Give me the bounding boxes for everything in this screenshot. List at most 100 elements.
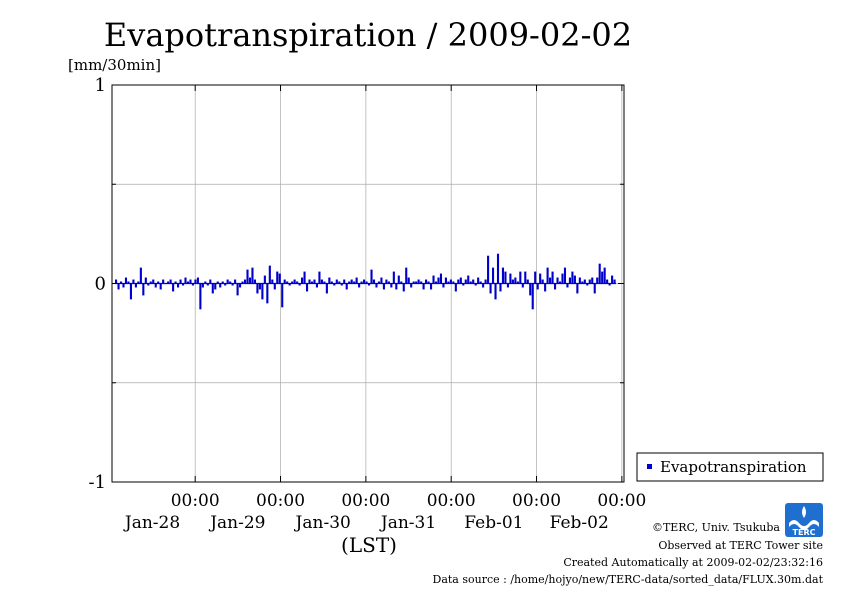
- bar: [514, 277, 517, 284]
- x-tick-time-label: 00:00: [341, 491, 390, 511]
- bar: [578, 277, 581, 284]
- bar: [283, 279, 286, 284]
- bar: [231, 283, 234, 286]
- bar: [181, 283, 185, 286]
- bar: [325, 283, 328, 294]
- x-tick-time-label: 00:00: [171, 491, 220, 511]
- bar: [561, 273, 564, 284]
- bar: [541, 279, 544, 284]
- bar: [539, 273, 542, 284]
- bar: [482, 283, 485, 288]
- bar: [348, 281, 351, 284]
- bar: [154, 283, 157, 288]
- x-tick-time-label: 00:00: [256, 491, 305, 511]
- bar: [358, 283, 361, 288]
- bar: [516, 281, 519, 284]
- bar: [529, 283, 532, 296]
- x-tick-time-label: 00:00: [512, 491, 561, 511]
- bar: [248, 277, 252, 284]
- bar: [588, 279, 591, 284]
- bar: [437, 277, 440, 284]
- bar: [234, 279, 237, 284]
- bar: [229, 281, 232, 284]
- bar: [452, 281, 455, 284]
- bar: [454, 283, 457, 292]
- bar: [328, 277, 331, 284]
- bar: [323, 281, 326, 284]
- bar: [127, 281, 130, 284]
- bar: [363, 279, 366, 284]
- bar: [298, 283, 301, 286]
- bar: [402, 283, 405, 292]
- bar: [598, 263, 601, 284]
- axis-ticks: [112, 84, 624, 483]
- bar: [360, 281, 363, 284]
- bar: [407, 277, 410, 284]
- bar: [263, 275, 266, 284]
- bar: [563, 267, 567, 284]
- bar: [395, 283, 398, 290]
- bar: [429, 283, 433, 290]
- droplet-icon: [802, 506, 806, 518]
- bar: [224, 283, 227, 286]
- bar: [256, 283, 259, 294]
- bar: [608, 283, 611, 286]
- bar: [335, 279, 338, 284]
- bar: [439, 273, 443, 284]
- bar: [137, 281, 140, 284]
- bar: [397, 275, 400, 284]
- bar: [273, 283, 276, 290]
- bar: [601, 271, 604, 284]
- bar: [338, 281, 341, 284]
- bar: [487, 255, 490, 284]
- bar: [420, 281, 423, 284]
- bar: [484, 279, 487, 284]
- bar: [469, 281, 472, 284]
- bar: [219, 283, 222, 288]
- bar: [184, 277, 187, 284]
- bar: [286, 281, 289, 284]
- x-tick-date-label: Jan-30: [294, 513, 351, 533]
- bar: [427, 281, 430, 284]
- bar: [172, 283, 175, 292]
- bar: [196, 277, 199, 284]
- bar: [318, 271, 321, 284]
- bar: [305, 283, 309, 292]
- bar: [214, 283, 217, 290]
- bar: [243, 279, 247, 284]
- bar: [296, 281, 299, 284]
- bar: [281, 283, 284, 308]
- bar: [239, 283, 242, 288]
- bar: [142, 283, 145, 296]
- bar: [147, 283, 150, 286]
- bar: [524, 271, 527, 284]
- bar: [544, 283, 547, 292]
- bar: [162, 279, 165, 284]
- x-tick-time-label: 00:00: [597, 491, 646, 511]
- bar: [345, 283, 348, 290]
- bar: [320, 279, 323, 284]
- bar: [412, 281, 415, 284]
- legend: Evapotranspiration: [636, 452, 824, 482]
- bar: [457, 279, 460, 284]
- bar: [573, 275, 576, 284]
- bar: [206, 283, 209, 286]
- bar: [301, 277, 304, 284]
- bar: [558, 281, 562, 284]
- bar: [191, 283, 194, 286]
- bar: [442, 283, 445, 288]
- bar: [571, 271, 574, 284]
- bar: [271, 279, 274, 284]
- logo-text: TERC: [793, 528, 816, 537]
- x-tick-time-label: 00:00: [427, 491, 476, 511]
- bar: [177, 283, 180, 288]
- bar: [201, 283, 204, 288]
- x-tick-date-label: Jan-31: [379, 513, 436, 533]
- bar: [390, 283, 393, 288]
- bar: [380, 277, 383, 284]
- bar: [405, 267, 408, 284]
- bar: [372, 279, 376, 284]
- bar: [583, 279, 586, 284]
- bar: [415, 281, 418, 284]
